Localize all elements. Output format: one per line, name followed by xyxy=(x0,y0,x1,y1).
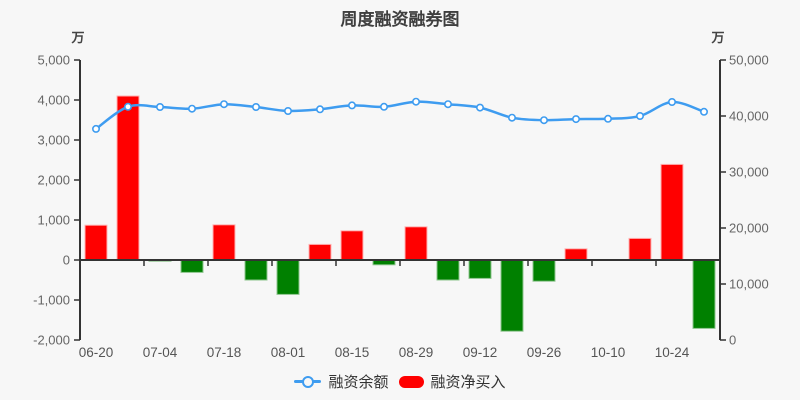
legend-item-line-series[interactable]: 融资余额 xyxy=(294,371,389,392)
line-point-marker[interactable] xyxy=(92,124,101,133)
bar-positive[interactable] xyxy=(212,224,236,261)
left-axis-tick-label: 5,000 xyxy=(37,53,70,68)
bar-positive[interactable] xyxy=(308,243,332,261)
x-axis-tick-label: 06-20 xyxy=(79,345,114,360)
bar-positive[interactable] xyxy=(116,95,140,261)
line-point-marker[interactable] xyxy=(571,115,580,124)
bar-positive[interactable] xyxy=(340,230,364,261)
axes: 5,000 4,000 3,000 2,000 1,000 0 -1,000 -2,000 50… xyxy=(33,53,769,361)
line-point-marker[interactable] xyxy=(475,103,484,112)
line-point-marker[interactable] xyxy=(347,101,356,110)
bar-negative[interactable] xyxy=(532,259,556,282)
line-point-marker[interactable] xyxy=(252,103,261,112)
line-point-marker[interactable] xyxy=(156,103,165,112)
left-axis-unit-label: 万 xyxy=(70,30,84,45)
bar-positive[interactable] xyxy=(564,248,588,261)
bar-positive[interactable] xyxy=(660,163,684,261)
left-axis-tick-label: 3,000 xyxy=(37,133,70,148)
line-point-marker[interactable] xyxy=(283,107,292,116)
x-axis-tick-label: 10-24 xyxy=(655,345,690,360)
line-point-marker[interactable] xyxy=(507,113,516,122)
x-axis-tick-label: 09-12 xyxy=(463,345,498,360)
x-axis-tick-label: 10-10 xyxy=(591,345,626,360)
right-axis-unit-label: 万 xyxy=(710,30,724,45)
right-axis-tick-label: 30,000 xyxy=(729,165,769,180)
line-series xyxy=(92,97,708,133)
bar-positive[interactable] xyxy=(404,226,428,261)
line-point-marker[interactable] xyxy=(379,102,388,111)
legend-label: 融资净买入 xyxy=(430,374,506,391)
bar-negative[interactable] xyxy=(500,259,524,332)
right-axis-tick-label: 10,000 xyxy=(729,277,769,292)
bar-positive[interactable] xyxy=(628,237,652,261)
line-point-marker[interactable] xyxy=(539,116,548,125)
balance-line xyxy=(94,100,706,131)
bar-negative[interactable] xyxy=(276,259,300,295)
x-axis-tick-label: 09-26 xyxy=(527,345,562,360)
bar-negative[interactable] xyxy=(468,259,492,279)
line-point-marker[interactable] xyxy=(667,98,676,107)
right-axis-tick-label: 20,000 xyxy=(729,221,769,236)
left-axis-tick-label: 1,000 xyxy=(37,213,70,228)
line-point-marker[interactable] xyxy=(699,107,708,116)
left-axis-tick-label: 4,000 xyxy=(37,93,70,108)
x-axis-tick-label: 07-18 xyxy=(207,345,242,360)
bar-series-legend-icon xyxy=(398,375,424,388)
line-point-marker[interactable] xyxy=(188,104,197,113)
legend-item-bar-series[interactable]: 融资净买入 xyxy=(398,371,506,392)
line-point-marker[interactable] xyxy=(315,105,324,114)
left-axis-tick-label: 0 xyxy=(63,253,70,268)
legend-label: 融资余额 xyxy=(328,374,389,391)
bar-negative[interactable] xyxy=(436,259,460,281)
x-axis-tick-label: 08-01 xyxy=(271,345,306,360)
legend: 融资余额 融资净买入 xyxy=(0,371,800,392)
bar-negative[interactable] xyxy=(692,259,716,329)
x-axis-tick-label: 08-15 xyxy=(335,345,370,360)
line-point-marker[interactable] xyxy=(603,114,612,123)
left-axis-tick-label: -1,000 xyxy=(33,293,70,308)
line-series-legend-icon xyxy=(294,375,322,388)
line-point-marker[interactable] xyxy=(220,100,229,109)
bar-series xyxy=(84,95,716,332)
bar-negative[interactable] xyxy=(180,259,204,273)
x-axis-tick-label: 08-29 xyxy=(399,345,434,360)
x-axis-tick-label: 07-04 xyxy=(143,345,178,360)
line-point-marker[interactable] xyxy=(124,102,133,111)
line-point-marker[interactable] xyxy=(635,112,644,121)
right-axis-tick-label: 0 xyxy=(729,333,736,348)
left-axis-tick-label: -2,000 xyxy=(33,333,70,348)
chart-title: 周度融资融券图 xyxy=(340,10,460,29)
bar-negative[interactable] xyxy=(244,259,268,281)
right-axis-tick-label: 40,000 xyxy=(729,109,769,124)
line-point-marker[interactable] xyxy=(443,100,452,109)
left-axis-tick-label: 2,000 xyxy=(37,173,70,188)
bar-positive[interactable] xyxy=(84,224,108,261)
right-axis-tick-label: 50,000 xyxy=(729,53,769,68)
line-point-marker[interactable] xyxy=(411,97,420,106)
